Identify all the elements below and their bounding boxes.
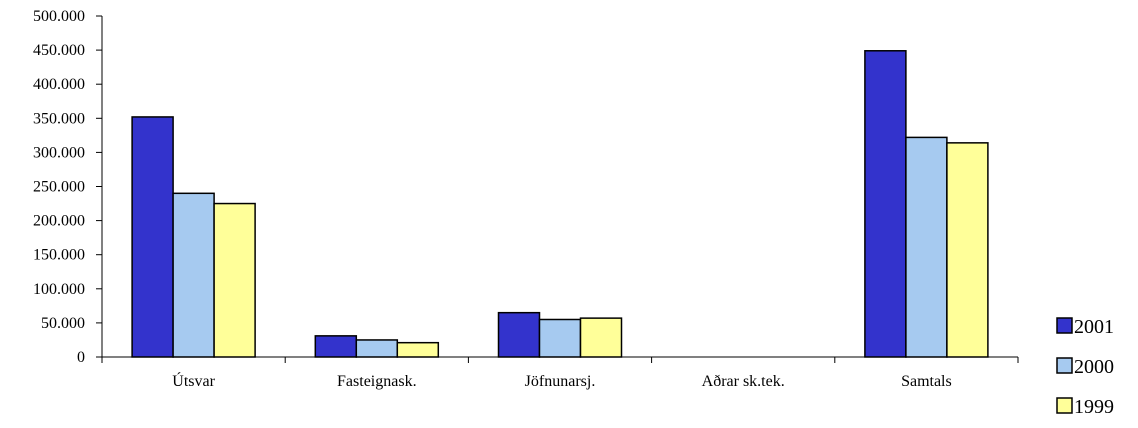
y-tick-label: 250.000 [33,179,85,196]
bar-2001-1 [314,335,358,358]
y-tick-label: 450.000 [33,42,85,59]
y-tick-label: 200.000 [33,213,85,230]
x-tick-label: Jöfnunarsj. [525,373,596,390]
y-tick-label: 150.000 [33,247,85,264]
bar-2001-2 [497,311,541,358]
bar-1999-2 [579,317,623,358]
x-tick-label: Aðrar sk.tek. [702,373,785,390]
y-tick-label: 50.000 [41,315,85,332]
bar-2000-0 [172,192,215,358]
bar-1999-0 [213,202,256,358]
x-tick-label: Útsvar [172,371,215,390]
y-tick-label: 500.000 [33,8,85,25]
y-tick-label: 0 [77,349,85,366]
legend: 2001 2000 1999 [1056,316,1114,418]
y-tick-label: 350.000 [33,110,85,127]
x-axis: Útsvar Fasteignask. Jöfnunarsj. Aðrar sk.te… [101,356,1019,390]
legend-label: 2001 [1074,316,1114,338]
legend-label: 1999 [1074,396,1114,418]
legend-swatch-2000 [1056,357,1073,374]
bar-2000-4 [905,136,948,358]
x-tick-label: Samtals [901,373,952,390]
legend-label: 2000 [1074,356,1114,378]
bars [131,50,989,358]
bar-2000-2 [538,318,582,358]
bar-1999-4 [946,142,989,358]
bar-2001-0 [131,116,174,358]
x-tick-label: Fasteignask. [337,373,417,390]
bar-2001-4 [864,50,907,358]
y-tick-label: 400.000 [33,76,85,93]
bar-1999-1 [396,341,440,358]
y-axis: 0 50.000 100.000 150.000 200.000 250.000 300.0… [33,8,103,366]
bar-2000-1 [355,339,399,358]
legend-swatch-2001 [1056,317,1073,334]
legend-swatch-1999 [1056,397,1073,414]
y-tick-label: 300.000 [33,144,85,161]
y-tick-label: 100.000 [33,281,85,298]
